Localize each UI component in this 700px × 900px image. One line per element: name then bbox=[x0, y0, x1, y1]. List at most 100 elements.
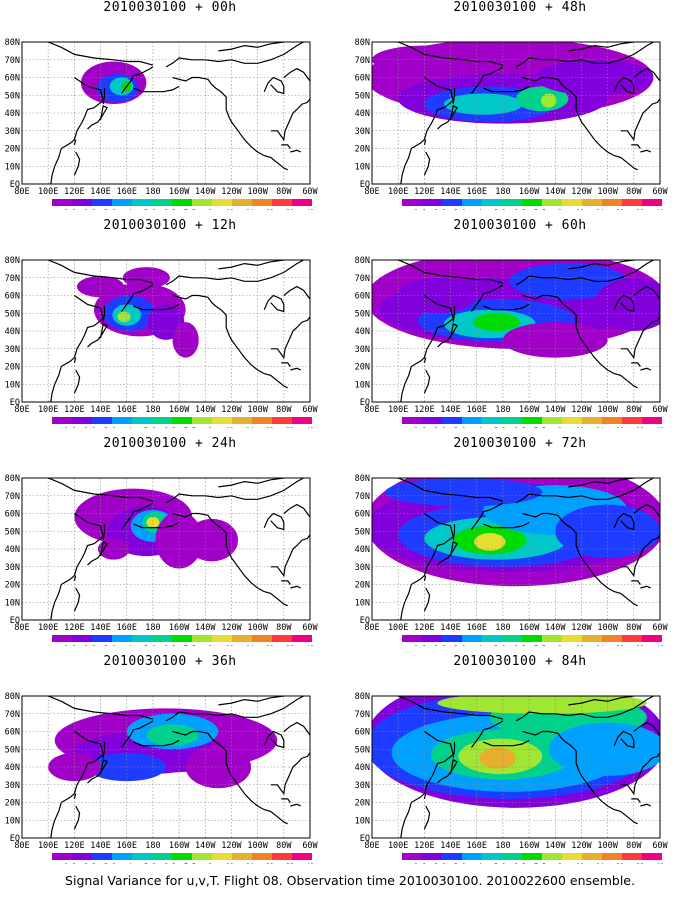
coastline bbox=[133, 739, 180, 747]
map-panel: 2010030100 + 12h 80E 100E 120E 140E 160E 180 16… bbox=[0, 218, 340, 428]
coastline bbox=[290, 803, 302, 807]
variance-contour bbox=[479, 747, 516, 769]
colorbar-label: 21 bbox=[616, 862, 624, 864]
coastline bbox=[640, 149, 652, 153]
colorbar-swatch bbox=[172, 635, 192, 642]
colorbar-swatch bbox=[442, 853, 462, 860]
coastline bbox=[218, 478, 284, 488]
coastline bbox=[613, 294, 635, 313]
colorbar-swatch bbox=[52, 199, 72, 206]
colorbar-swatch bbox=[292, 853, 312, 860]
coastline bbox=[263, 730, 285, 749]
latitude-label: 70N bbox=[355, 710, 370, 720]
coastline bbox=[50, 731, 104, 838]
colorbar-label: 29 bbox=[286, 426, 294, 428]
coastline bbox=[397, 478, 504, 502]
colorbar-swatch bbox=[582, 635, 602, 642]
coastline bbox=[270, 534, 310, 578]
coastline bbox=[640, 367, 652, 371]
colorbar-label: 5.1 bbox=[144, 862, 156, 864]
latitude-label: 50N bbox=[355, 745, 370, 755]
colorbar-label: 29 bbox=[286, 644, 294, 646]
coastline bbox=[397, 42, 504, 66]
coastline bbox=[290, 367, 302, 371]
colorbar-swatch bbox=[232, 199, 252, 206]
colorbar-swatch bbox=[542, 417, 562, 424]
colorbar-label: 6.3 bbox=[164, 644, 176, 646]
coastline bbox=[620, 534, 660, 578]
coastline bbox=[437, 105, 458, 130]
latitude-label: 60N bbox=[5, 510, 20, 520]
longitude-label: 120E bbox=[64, 405, 84, 415]
colorbar-swatch bbox=[72, 635, 92, 642]
coastline bbox=[218, 696, 284, 706]
longitude-label: 160E bbox=[466, 405, 486, 415]
colorbar-swatch bbox=[542, 635, 562, 642]
coastline bbox=[640, 803, 652, 807]
longitude-label: 80W bbox=[626, 187, 642, 197]
colorbar-label: 14 bbox=[246, 426, 254, 428]
colorbar-swatch bbox=[272, 417, 292, 424]
latitude-label: 50N bbox=[5, 527, 20, 537]
latitude-label: 30N bbox=[5, 345, 20, 355]
longitude-label: 60W bbox=[652, 841, 668, 851]
colorbar-swatch bbox=[562, 635, 582, 642]
colorbar-label: 11 bbox=[576, 644, 584, 646]
latitude-label: 60N bbox=[355, 728, 370, 738]
coastline bbox=[165, 696, 304, 722]
colorbar-swatch bbox=[92, 199, 112, 206]
longitude-label: 120W bbox=[571, 841, 592, 851]
coastline bbox=[121, 720, 154, 748]
longitude-label: 160W bbox=[169, 405, 190, 415]
coastline bbox=[483, 521, 530, 529]
colorbar-swatch bbox=[482, 417, 502, 424]
latitude-label: 20N bbox=[355, 799, 370, 809]
colorbar-swatch bbox=[72, 199, 92, 206]
colorbar-swatch bbox=[272, 635, 292, 642]
coastline bbox=[47, 696, 154, 720]
colorbar-label: 21 bbox=[266, 644, 274, 646]
longitude-label: 140W bbox=[195, 405, 216, 415]
coastline bbox=[281, 144, 291, 149]
coastline bbox=[165, 260, 304, 286]
coastline bbox=[452, 524, 456, 541]
longitude-label: 80W bbox=[626, 841, 642, 851]
coastline bbox=[400, 513, 454, 620]
longitude-label: 140W bbox=[545, 623, 566, 633]
colorbar-label: 3.1 bbox=[454, 208, 466, 210]
longitude-label: 140E bbox=[90, 841, 110, 851]
colorbar-swatch bbox=[252, 853, 272, 860]
colorbar-label: 7.5 bbox=[184, 208, 196, 210]
colorbar-label: 2.2 bbox=[434, 862, 446, 864]
colorbar-label: 3.1 bbox=[104, 644, 116, 646]
longitude-label: 160E bbox=[116, 187, 136, 197]
longitude-label: 100E bbox=[388, 187, 408, 197]
colorbar-swatch bbox=[402, 417, 422, 424]
longitude-label: 120E bbox=[64, 623, 84, 633]
coastline bbox=[87, 541, 108, 566]
colorbar-swatch bbox=[602, 635, 622, 642]
longitude-label: 160W bbox=[519, 187, 540, 197]
latitude-label: 10N bbox=[355, 816, 370, 826]
longitude-label: 120E bbox=[64, 841, 84, 851]
coastline bbox=[283, 285, 310, 300]
colorbar-swatch bbox=[462, 199, 482, 206]
coastline bbox=[633, 721, 660, 736]
longitude-label: 180 bbox=[145, 187, 160, 197]
longitude-label: 140W bbox=[545, 405, 566, 415]
colorbar-label: 6.3 bbox=[514, 208, 526, 210]
longitude-label: 100E bbox=[388, 841, 408, 851]
coastline bbox=[102, 306, 106, 323]
colorbar-label: 2.2 bbox=[434, 644, 446, 646]
colorbar-label: 5.1 bbox=[144, 426, 156, 428]
coastline bbox=[121, 502, 154, 530]
colorbar-swatch bbox=[152, 417, 172, 424]
coastline bbox=[50, 295, 104, 402]
colorbar-label: 3.1 bbox=[104, 426, 116, 428]
colorbar-label: 2.2 bbox=[84, 862, 96, 864]
latitude-label: 80N bbox=[5, 38, 20, 48]
map-panel: 2010030100 + 60h 80E 100E 120E 140E 160E 180 16… bbox=[350, 218, 690, 428]
colorbar-label: 3.1 bbox=[454, 862, 466, 864]
latitude-label: 80N bbox=[5, 474, 20, 484]
colorbar-swatch bbox=[522, 635, 542, 642]
